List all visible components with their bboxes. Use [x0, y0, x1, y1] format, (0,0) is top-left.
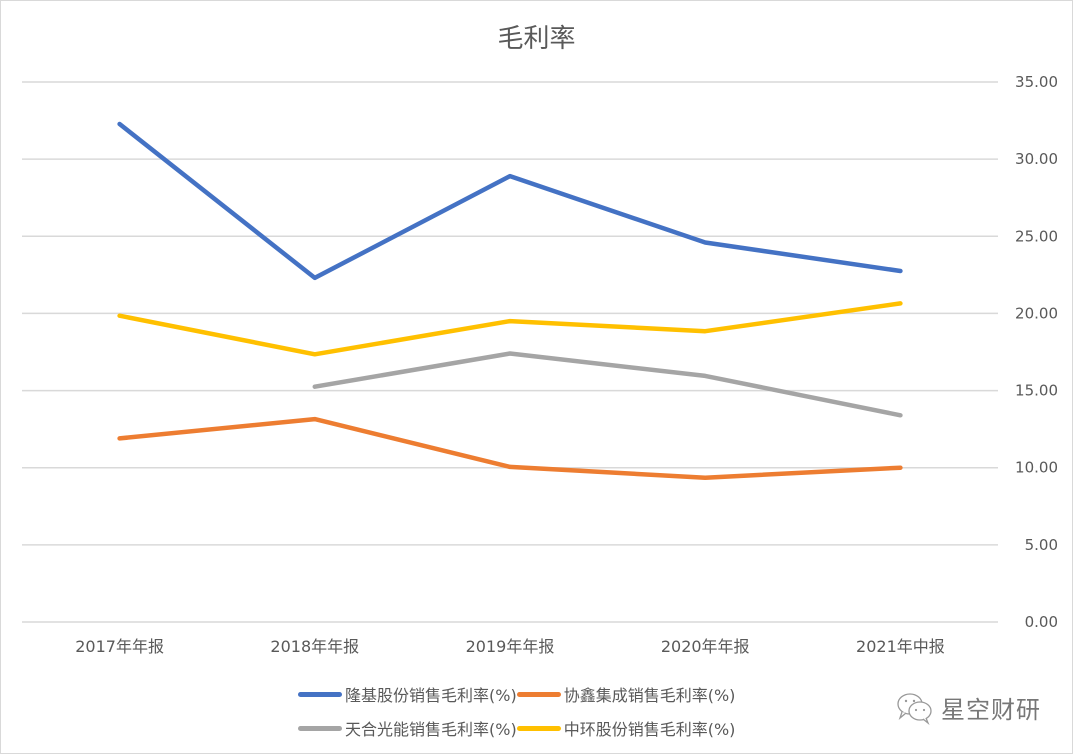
x-tick-label: 2019年年报	[466, 637, 555, 656]
legend: 隆基股份销售毛利率(%) 协鑫集成销售毛利率(%) 天合光能销售毛利率(%) 中…	[298, 677, 818, 745]
chart-title: 毛利率	[497, 24, 576, 54]
x-tick-label: 2017年年报	[75, 637, 164, 656]
series-line-1[interactable]	[117, 416, 903, 480]
legend-label: 中环股份销售毛利率(%)	[563, 720, 736, 739]
legend-row-1: 隆基股份销售毛利率(%) 协鑫集成销售毛利率(%)	[298, 677, 818, 711]
legend-swatch-blue	[298, 691, 342, 697]
y-tick-label: 35.00	[1015, 73, 1058, 91]
y-tick-label: 15.00	[1015, 382, 1058, 400]
series-line-0[interactable]	[117, 121, 903, 281]
legend-swatch-orange	[516, 691, 561, 697]
legend-item-trina[interactable]: 天合光能销售毛利率(%)	[298, 716, 517, 740]
legend-label: 隆基股份销售毛利率(%)	[345, 686, 517, 705]
legend-row-2: 天合光能销售毛利率(%) 中环股份销售毛利率(%)	[298, 711, 818, 745]
legend-item-longi[interactable]: 隆基股份销售毛利率(%)	[298, 682, 517, 706]
legend-swatch-gray	[298, 725, 342, 731]
series-lines	[117, 121, 903, 480]
legend-swatch-yellow	[516, 725, 561, 731]
x-tick-label: 2018年年报	[270, 637, 359, 656]
x-tick-label: 2021年中报	[856, 637, 945, 656]
y-tick-label: 25.00	[1015, 227, 1058, 245]
legend-label: 天合光能销售毛利率(%)	[345, 720, 517, 739]
wechat-icon	[897, 692, 932, 725]
watermark-text: 星空财研	[941, 696, 1041, 724]
x-tick-label: 2020年年报	[661, 637, 750, 656]
legend-item-zhonghuan[interactable]: 中环股份销售毛利率(%)	[516, 716, 736, 740]
x-axis-ticks: 2017年年报 2018年年报 2019年年报 2020年年报 2021年中报	[75, 637, 945, 656]
legend-item-gcl[interactable]: 协鑫集成销售毛利率(%)	[516, 682, 736, 706]
y-axis-ticks: 0.00 5.00 10.00 15.00 20.00 25.00 30.00 35.00	[1015, 73, 1058, 631]
y-tick-label: 30.00	[1015, 150, 1058, 168]
y-tick-label: 20.00	[1015, 304, 1058, 322]
series-line-3[interactable]	[117, 301, 903, 357]
y-tick-label: 5.00	[1025, 536, 1058, 554]
y-tick-label: 10.00	[1015, 459, 1058, 477]
series-line-2[interactable]	[312, 351, 903, 418]
watermark: 星空财研	[895, 690, 1041, 725]
legend-label: 协鑫集成销售毛利率(%)	[563, 686, 736, 705]
y-tick-label: 0.00	[1025, 613, 1058, 631]
